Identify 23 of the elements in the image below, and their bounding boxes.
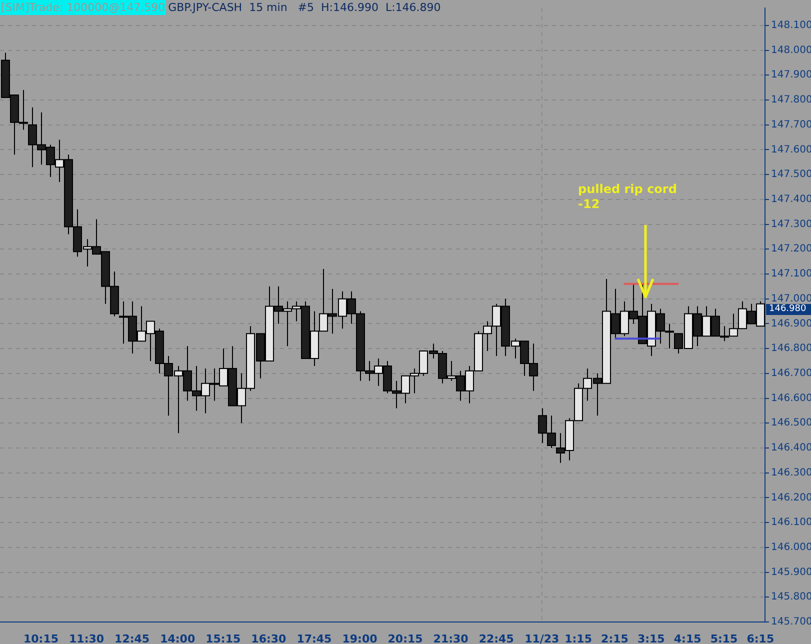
x-tick-label: 3:15	[637, 632, 665, 644]
x-tick-label: 4:15	[674, 632, 702, 644]
chart-subtitle: [SIM]Trade: 100000@147.590	[0, 0, 166, 15]
x-tick-label: 5:15	[710, 632, 738, 644]
x-tick-label: 16:30	[251, 632, 287, 644]
x-tick-label: 11:30	[69, 632, 104, 644]
x-tick-label: 11/23	[524, 632, 560, 644]
x-tick-label: 6:15	[746, 632, 774, 644]
x-tick-label: 17:45	[296, 632, 332, 644]
x-tick-label: 15:15	[206, 632, 241, 644]
annotation: pulled rip cord	[578, 182, 677, 197]
annotation: -12	[578, 197, 601, 212]
x-tick-label: 19:00	[342, 632, 378, 644]
chart-title: GBP.JPY-CASH 15 min #5 H:146.990 L:146.890	[168, 1, 441, 14]
x-tick-label: 2:15	[601, 632, 628, 644]
x-tick-label: 20:15	[388, 632, 423, 644]
x-tick-label: 14:00	[160, 632, 196, 644]
x-tick-label: 1:15	[564, 632, 592, 644]
x-tick-label: 10:15	[23, 632, 58, 644]
x-tick-label: 21:30	[433, 632, 469, 644]
x-tick-label: 22:45	[478, 632, 514, 644]
text: 146.980	[766, 304, 811, 315]
x-tick-label: 12:45	[114, 632, 150, 644]
